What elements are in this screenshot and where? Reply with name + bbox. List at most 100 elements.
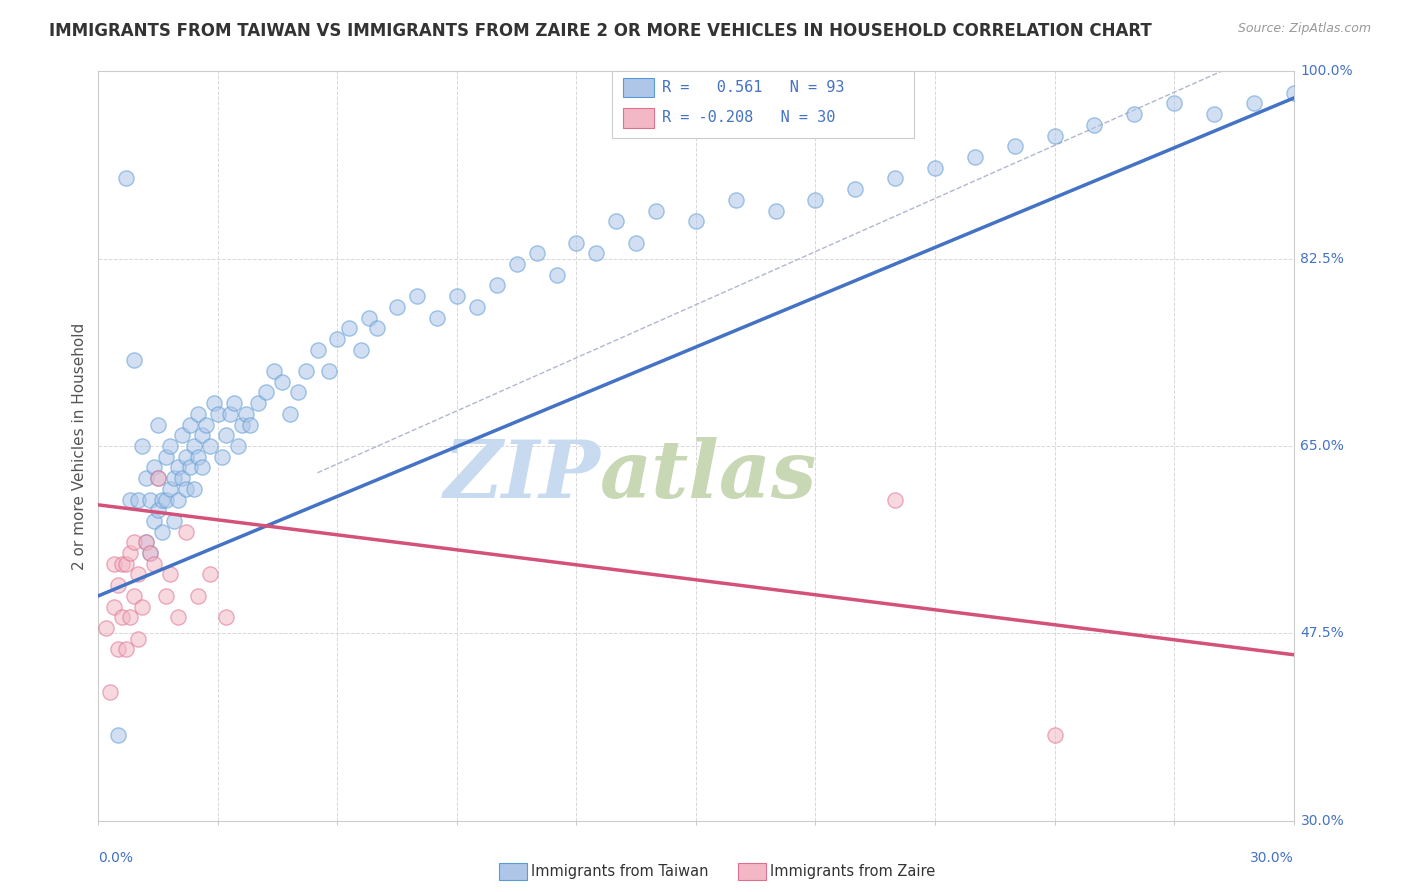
Point [155,492,177,507]
Point [124,353,146,368]
Point [179,460,201,475]
Point [506,257,529,271]
Point [1004,139,1026,153]
Point [211,450,233,464]
Point [98,685,122,699]
Point [198,439,221,453]
Point [287,385,309,400]
Point [446,289,468,303]
Point [148,471,170,485]
Point [1043,128,1066,143]
Point [270,375,292,389]
Point [239,417,262,432]
Point [215,610,238,624]
Point [207,407,229,421]
Point [172,471,194,485]
Point [131,599,153,614]
Text: R =   0.561   N = 93: R = 0.561 N = 93 [662,80,845,95]
Point [179,417,201,432]
Text: 82.5%: 82.5% [1301,252,1344,266]
Point [148,471,170,485]
Point [350,343,373,357]
Point [366,321,388,335]
Text: 30.0%: 30.0% [1301,814,1344,828]
Point [155,450,177,464]
Point [139,546,162,560]
Point [326,332,349,346]
Point [1202,107,1225,121]
Text: Source: ZipAtlas.com: Source: ZipAtlas.com [1237,22,1371,36]
Point [111,610,134,624]
Point [148,417,170,432]
Point [385,300,409,314]
Point [111,557,134,571]
Text: Immigrants from Taiwan: Immigrants from Taiwan [531,864,709,879]
Text: Immigrants from Zaire: Immigrants from Zaire [770,864,936,879]
Point [159,439,181,453]
Point [187,589,209,603]
Point [143,514,166,528]
Point [107,578,129,592]
Point [526,246,548,260]
Point [115,171,138,186]
Point [163,471,186,485]
Point [1243,96,1265,111]
Point [222,396,245,410]
Point [163,514,186,528]
Point [465,300,488,314]
Point [844,182,866,196]
Point [103,557,125,571]
Point [318,364,340,378]
Point [167,492,190,507]
Point [139,492,162,507]
Point [159,567,181,582]
Point [172,428,194,442]
Point [120,610,142,624]
Point [107,728,129,742]
Point [103,599,125,614]
Point [198,567,221,582]
Point [127,492,149,507]
Point [1123,107,1146,121]
Point [159,482,181,496]
Point [183,482,205,496]
Point [143,460,166,475]
Point [191,460,214,475]
Point [115,642,138,657]
Point [406,289,429,303]
Point [107,642,129,657]
Point [215,428,238,442]
Point [183,439,205,453]
Point [485,278,508,293]
Point [226,439,249,453]
Point [174,450,197,464]
Point [124,535,146,549]
Point [191,428,214,442]
Text: 30.0%: 30.0% [1250,851,1294,865]
Point [150,524,173,539]
Point [765,203,787,218]
Point [278,407,301,421]
Point [645,203,668,218]
Text: 65.0%: 65.0% [1301,439,1344,453]
Point [585,246,607,260]
Point [174,524,197,539]
Point [127,632,149,646]
Point [963,150,986,164]
Point [724,193,747,207]
Point [1282,86,1305,100]
Point [167,460,190,475]
Point [219,407,242,421]
Text: ZIP: ZIP [443,437,600,515]
Point [167,610,190,624]
Point [139,546,162,560]
Point [1083,118,1105,132]
Point [135,535,157,549]
Point [120,492,142,507]
Point [187,407,209,421]
Point [339,321,361,335]
Point [120,546,142,560]
Point [148,503,170,517]
Point [605,214,627,228]
Point [294,364,316,378]
